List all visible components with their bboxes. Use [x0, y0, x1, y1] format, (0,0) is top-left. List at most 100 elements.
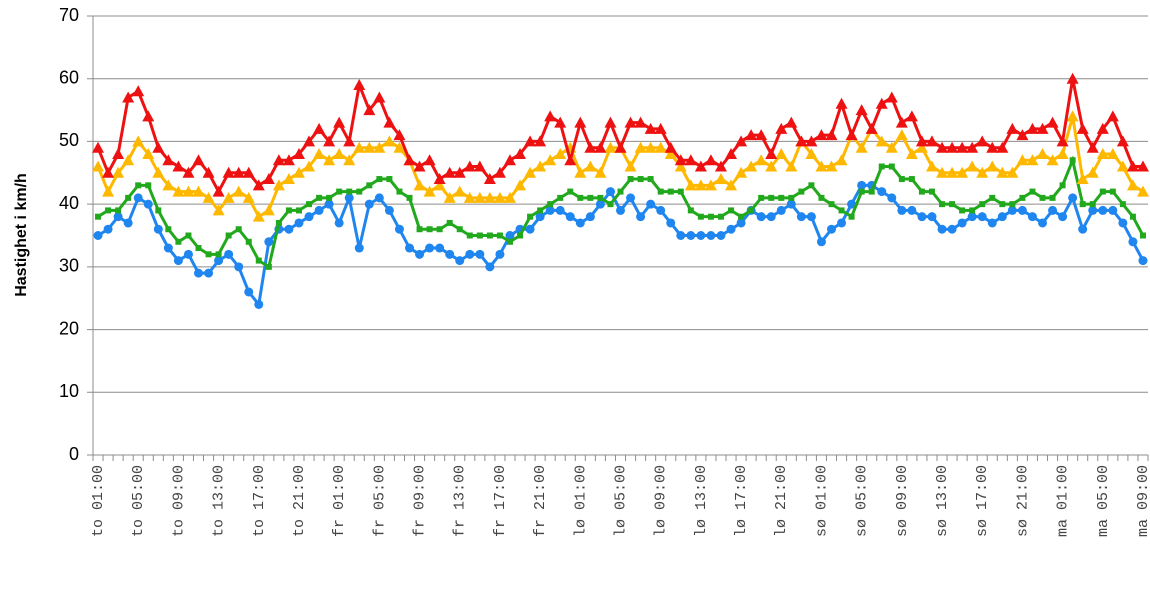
point: [858, 188, 865, 195]
point: [485, 262, 495, 272]
point: [416, 226, 423, 233]
point: [373, 91, 386, 103]
point: [445, 249, 455, 259]
point: [303, 160, 316, 172]
point: [476, 232, 483, 239]
point: [745, 160, 758, 172]
point: [676, 231, 686, 240]
point: [295, 207, 302, 214]
point: [835, 97, 848, 109]
point: [946, 166, 959, 178]
point: [694, 179, 707, 191]
point: [907, 205, 917, 215]
point: [707, 213, 714, 220]
point: [215, 251, 222, 258]
point: [728, 207, 735, 214]
point: [125, 194, 132, 201]
point: [696, 231, 706, 240]
point: [254, 299, 264, 309]
point: [102, 166, 115, 178]
point: [616, 205, 625, 215]
point: [865, 122, 878, 134]
point: [333, 147, 346, 159]
point: [687, 207, 694, 214]
point: [947, 224, 957, 234]
point: [262, 173, 275, 185]
point: [1138, 256, 1148, 266]
x-tick-label: to 13:00: [211, 465, 228, 537]
x-tick-label: lø 09:00: [653, 465, 670, 537]
point: [717, 213, 724, 220]
point: [898, 176, 905, 183]
point: [949, 201, 956, 208]
point: [1048, 205, 1058, 215]
point: [604, 116, 617, 128]
point: [597, 194, 604, 201]
point: [112, 147, 125, 159]
point: [567, 188, 574, 195]
point: [694, 160, 707, 172]
point: [1056, 135, 1069, 147]
point: [959, 207, 966, 214]
point: [1128, 237, 1138, 247]
point: [102, 185, 115, 197]
series: [93, 180, 1148, 309]
point: [235, 226, 242, 233]
point: [697, 213, 704, 220]
point: [666, 218, 676, 228]
point: [837, 218, 847, 228]
point: [324, 199, 334, 209]
point: [574, 166, 587, 178]
point: [1109, 188, 1116, 195]
point: [316, 194, 323, 201]
point: [175, 238, 182, 245]
point: [403, 154, 416, 166]
point: [356, 188, 363, 195]
point: [956, 141, 969, 153]
point: [795, 135, 808, 147]
point: [835, 154, 848, 166]
point: [1096, 122, 1109, 134]
point: [738, 213, 745, 220]
point: [465, 249, 475, 259]
point: [234, 262, 244, 272]
point: [1086, 141, 1099, 153]
point: [917, 212, 927, 222]
x-tick-label: sø 05:00: [854, 465, 871, 537]
point: [1108, 205, 1118, 215]
x-tick-label: ma 09:00: [1135, 465, 1150, 537]
point: [1026, 154, 1039, 166]
point: [1017, 205, 1027, 215]
point: [436, 226, 443, 233]
point: [587, 194, 594, 201]
point: [936, 166, 949, 178]
point: [133, 193, 143, 203]
point: [928, 188, 935, 195]
point: [815, 129, 828, 141]
point: [394, 224, 404, 234]
point: [704, 179, 717, 191]
point: [594, 141, 607, 153]
point: [755, 154, 768, 166]
point: [544, 154, 557, 166]
point: [205, 251, 212, 258]
point: [155, 207, 162, 214]
point: [152, 166, 165, 178]
point: [969, 207, 976, 214]
point: [704, 154, 717, 166]
point: [486, 232, 493, 239]
point: [1116, 160, 1129, 172]
point: [654, 141, 667, 153]
point: [255, 257, 262, 264]
point: [453, 185, 466, 197]
point: [986, 141, 999, 153]
point: [915, 135, 928, 147]
point: [1106, 110, 1119, 122]
point: [214, 256, 224, 266]
point: [162, 154, 175, 166]
point: [825, 129, 838, 141]
point: [493, 166, 506, 178]
y-tick-label: 20: [59, 318, 79, 338]
point: [463, 160, 476, 172]
